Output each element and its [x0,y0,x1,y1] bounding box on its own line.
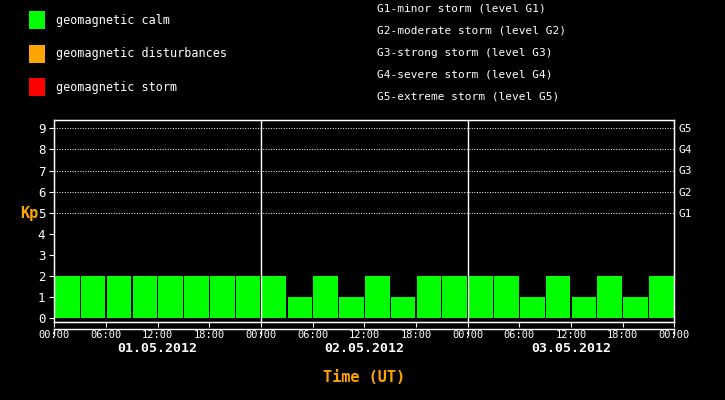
Text: geomagnetic storm: geomagnetic storm [56,81,177,94]
Text: G4-severe storm (level G4): G4-severe storm (level G4) [377,70,552,80]
Bar [313,276,338,318]
Bar [468,276,493,318]
Text: G3-strong storm (level G3): G3-strong storm (level G3) [377,48,552,58]
Bar [184,276,209,318]
Text: 01.05.2012: 01.05.2012 [117,342,198,354]
Text: geomagnetic calm: geomagnetic calm [56,14,170,27]
Bar [571,297,596,318]
Bar [55,276,80,318]
Bar [81,276,105,318]
Text: G5-extreme storm (level G5): G5-extreme storm (level G5) [377,91,559,101]
Bar [210,276,235,318]
Bar [29,45,45,63]
Text: 03.05.2012: 03.05.2012 [531,342,611,354]
Bar [262,276,286,318]
Bar [158,276,183,318]
Bar [597,276,622,318]
Bar [29,78,45,96]
Bar [520,297,544,318]
Y-axis label: Kp: Kp [20,206,38,221]
Bar [288,297,312,318]
Bar [442,276,467,318]
Bar [236,276,260,318]
Text: G2-moderate storm (level G2): G2-moderate storm (level G2) [377,26,566,36]
Bar [107,276,131,318]
Bar [339,297,364,318]
Bar [649,276,674,318]
Bar [133,276,157,318]
Bar [417,276,442,318]
Bar [365,276,389,318]
Bar [546,276,571,318]
Text: 02.05.2012: 02.05.2012 [324,342,405,354]
Bar [494,276,518,318]
Bar [391,297,415,318]
Text: G1-minor storm (level G1): G1-minor storm (level G1) [377,4,546,14]
Bar [29,11,45,29]
Text: Time (UT): Time (UT) [323,370,405,386]
Bar [624,297,648,318]
Text: geomagnetic disturbances: geomagnetic disturbances [56,47,227,60]
